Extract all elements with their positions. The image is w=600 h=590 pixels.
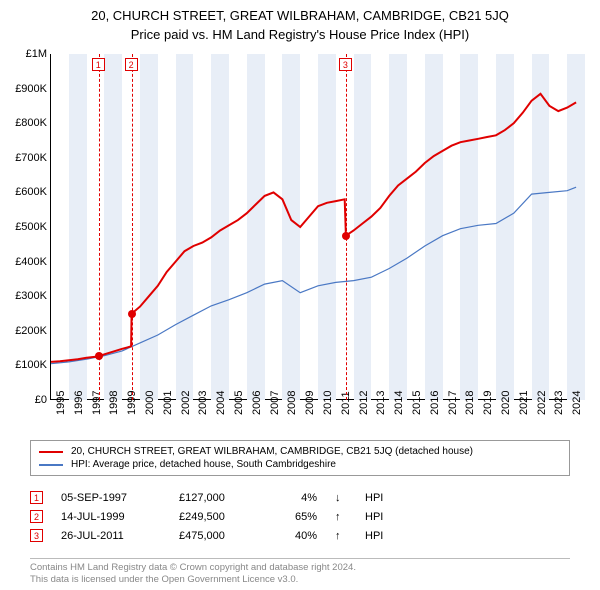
legend-swatch <box>39 451 63 453</box>
footer-line: Contains HM Land Registry data © Crown c… <box>30 562 570 574</box>
footer-line: This data is licensed under the Open Gov… <box>30 574 570 586</box>
sale-event-hpi-tag: HPI <box>365 492 383 504</box>
sale-event-badge: 2 <box>30 510 43 523</box>
y-axis-tick-label: £800K <box>5 117 47 129</box>
legend-label: 20, CHURCH STREET, GREAT WILBRAHAM, CAMB… <box>71 446 473 457</box>
sale-point-dot <box>342 232 350 240</box>
y-axis-tick-label: £200K <box>5 325 47 337</box>
sale-event-row: 3 26-JUL-2011 £475,000 40% ↑ HPI <box>30 526 570 545</box>
y-axis-tick-label: £300K <box>5 290 47 302</box>
hpi-line <box>51 187 576 364</box>
chart-container: 20, CHURCH STREET, GREAT WILBRAHAM, CAMB… <box>0 0 600 590</box>
sale-event-row: 2 14-JUL-1999 £249,500 65% ↑ HPI <box>30 507 570 526</box>
sale-event-arrow-icon: ↑ <box>335 530 347 542</box>
sale-event-badge: 3 <box>30 529 43 542</box>
y-axis-tick-label: £100K <box>5 359 47 371</box>
y-axis-tick-label: £900K <box>5 83 47 95</box>
chart-plot-area: £0£100K£200K£300K£400K£500K£600K£700K£80… <box>50 54 584 400</box>
sale-events-table: 1 05-SEP-1997 £127,000 4% ↓ HPI 2 14-JUL-1999 £2… <box>30 488 570 545</box>
y-axis-tick-label: £0 <box>5 394 47 406</box>
legend-label: HPI: Average price, detached house, Sout… <box>71 459 336 470</box>
chart-legend: 20, CHURCH STREET, GREAT WILBRAHAM, CAMB… <box>30 440 570 476</box>
series-lines <box>51 54 585 400</box>
sale-event-pct: 40% <box>277 530 317 542</box>
sale-event-price: £127,000 <box>179 492 259 504</box>
sale-event-price: £475,000 <box>179 530 259 542</box>
legend-item: HPI: Average price, detached house, Sout… <box>39 458 561 471</box>
y-axis-tick-label: £1M <box>5 48 47 60</box>
sale-event-date: 26-JUL-2011 <box>61 530 161 542</box>
y-axis-tick-label: £700K <box>5 152 47 164</box>
sale-event-pct: 4% <box>277 492 317 504</box>
chart-title-address: 20, CHURCH STREET, GREAT WILBRAHAM, CAMB… <box>0 0 600 23</box>
sale-point-dot <box>95 352 103 360</box>
sale-event-date: 05-SEP-1997 <box>61 492 161 504</box>
attribution-footer: Contains HM Land Registry data © Crown c… <box>30 558 570 587</box>
chart-subtitle: Price paid vs. HM Land Registry's House … <box>0 23 600 42</box>
property-line <box>51 94 576 362</box>
sale-event-price: £249,500 <box>179 511 259 523</box>
sale-event-arrow-icon: ↓ <box>335 492 347 504</box>
y-axis-tick-label: £500K <box>5 221 47 233</box>
y-axis-tick-label: £400K <box>5 256 47 268</box>
legend-item: 20, CHURCH STREET, GREAT WILBRAHAM, CAMB… <box>39 445 561 458</box>
sale-event-pct: 65% <box>277 511 317 523</box>
sale-event-arrow-icon: ↑ <box>335 511 347 523</box>
sale-event-badge: 1 <box>30 491 43 504</box>
y-axis-tick-label: £600K <box>5 186 47 198</box>
sale-event-hpi-tag: HPI <box>365 530 383 542</box>
legend-swatch <box>39 464 63 466</box>
sale-point-dot <box>128 310 136 318</box>
sale-event-hpi-tag: HPI <box>365 511 383 523</box>
sale-event-row: 1 05-SEP-1997 £127,000 4% ↓ HPI <box>30 488 570 507</box>
sale-event-date: 14-JUL-1999 <box>61 511 161 523</box>
